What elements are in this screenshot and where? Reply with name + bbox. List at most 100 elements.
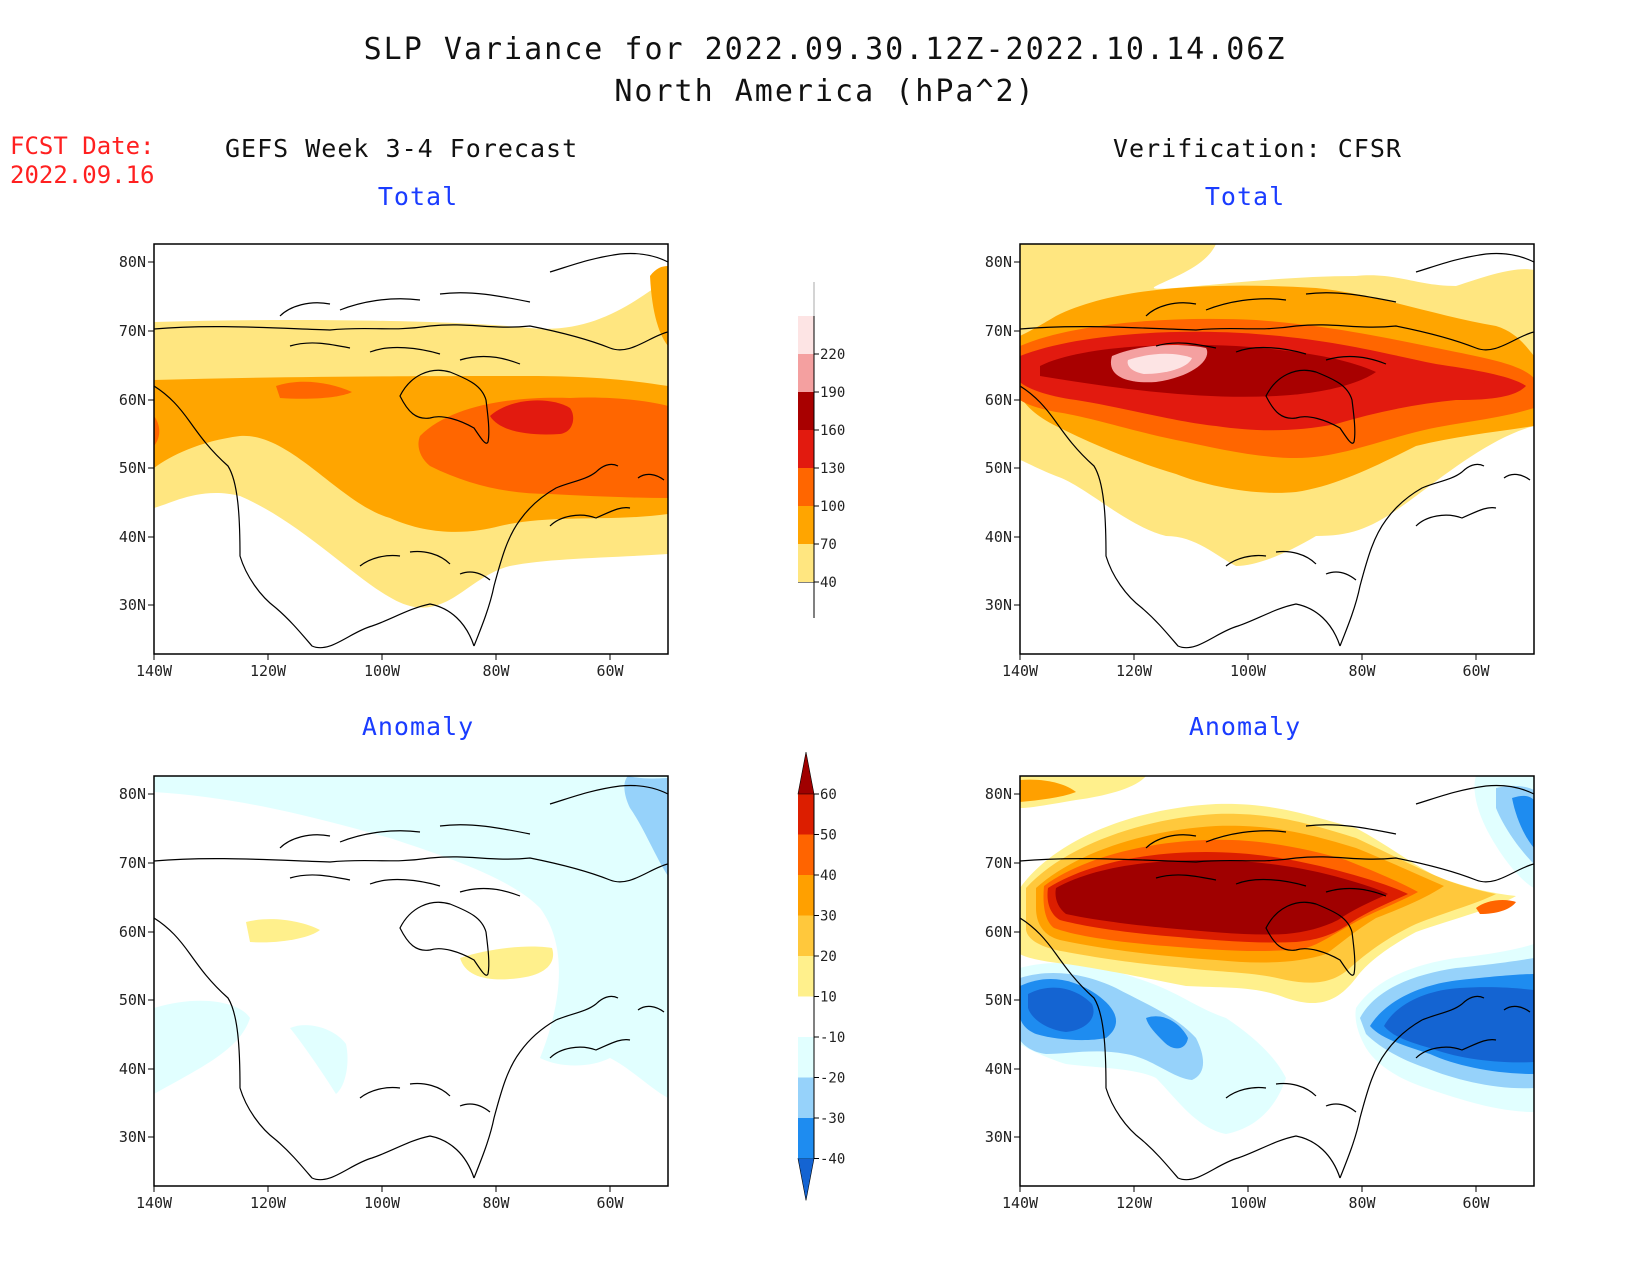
lat-tick-label: 80N [119,785,146,803]
anomaly-neg20-region [624,776,668,876]
lat-tick-label: 80N [985,253,1012,271]
lat-tick-label: 50N [985,459,1012,477]
anomaly-10-region-east [460,946,554,980]
total-100-region-coast [154,416,160,446]
lat-tick-label: 70N [985,854,1012,872]
verification-total-axes: 80N 70N 60N 50N 40N 30N 140W 120W 100W 8… [985,253,1491,680]
lat-tick-label: 50N [985,991,1012,1009]
fcst-date-label: FCST Date: [10,132,155,160]
colorbar-label: 220 [820,347,845,363]
lon-tick-label: 120W [1116,1194,1153,1212]
lat-tick-label: 40N [985,528,1012,546]
colorbar-label: 60 [820,787,837,803]
lat-tick-label: 30N [119,596,146,614]
panel-title-verif-anomaly: Anomaly [1188,712,1302,741]
lon-tick-label: 140W [1002,662,1039,680]
fcst-date-block: FCST Date: 2022.09.16 [10,132,155,190]
lat-tick-label: 30N [985,596,1012,614]
colorbar-swatch [798,834,814,875]
total-130-region [490,400,574,435]
colorbar-swatch [798,506,814,544]
anomaly-neg30-region-central [1146,1016,1188,1049]
colorbar-swatch [798,794,814,835]
lon-tick-label: 80W [1348,662,1376,680]
colorbar-swatch [798,316,814,354]
fcst-date-value: 2022.09.16 [10,161,155,189]
anomaly-neg10-region [154,776,668,1098]
coastlines-forecast-total [154,252,668,649]
lon-tick-label: 80W [482,662,510,680]
lat-tick-label: 40N [985,1060,1012,1078]
anomaly-neg10-region-central [290,1025,348,1094]
right-column-header: Verification: CFSR [1113,134,1402,163]
colorbar-label: 40 [820,575,837,591]
forecast-total-axes: 80N 70N 60N 50N 40N 30N 140W 120W 100W 8… [119,253,625,680]
lon-tick-label: 100W [1230,662,1267,680]
colorbar-swatch [798,544,814,582]
total-colorbar: 40 70 100 130 160 190 220 [798,282,845,618]
forecast-anomaly-axes: 80N 70N 60N 50N 40N 30N 140W 120W 100W 8… [119,785,625,1212]
colorbar-swatch [798,956,814,997]
colorbar-label: 50 [820,828,837,844]
lat-tick-label: 60N [985,923,1012,941]
lat-tick-label: 60N [119,391,146,409]
anomaly-neg10-region-west [154,1000,250,1094]
colorbar-label: 100 [820,499,845,515]
lat-tick-label: 40N [119,528,146,546]
colorbar-swatch [798,468,814,506]
lon-tick-label: 60W [596,662,624,680]
lat-tick-label: 40N [119,1060,146,1078]
verification-total-panel: 80N 70N 60N 50N 40N 30N 140W 120W 100W 8… [985,243,1535,680]
lat-tick-label: 80N [119,253,146,271]
lon-tick-label: 60W [596,1194,624,1212]
colorbar-swatch [798,996,814,1037]
lon-tick-label: 140W [136,1194,173,1212]
lon-tick-label: 60W [1462,662,1490,680]
lon-tick-label: 140W [1002,1194,1039,1212]
colorbar-swatch [798,430,814,468]
forecast-total-panel: 80N 70N 60N 50N 40N 30N 140W 120W 100W 8… [119,243,669,680]
lon-tick-label: 100W [364,662,401,680]
colorbar-end-high [797,752,815,795]
anomaly-neg30-region-ne [1512,795,1534,848]
lat-tick-label: 60N [985,391,1012,409]
colorbar-label: -30 [820,1111,845,1127]
lat-tick-label: 50N [119,991,146,1009]
colorbar-label: 40 [820,868,837,884]
colorbar-label: 70 [820,537,837,553]
anomaly-colorbar: -40 -30 -20 -10 10 20 30 40 50 60 [797,752,845,1201]
colorbar-swatch [798,1077,814,1118]
panel-title-forecast-total: Total [377,182,459,211]
anomaly-40-region-east [1476,900,1516,914]
colorbar-swatch [798,354,814,392]
left-column-header: GEFS Week 3-4 Forecast [225,134,579,163]
lat-tick-label: 70N [119,322,146,340]
colorbar-label: 20 [820,949,837,965]
lat-tick-label: 60N [119,923,146,941]
lon-tick-label: 80W [482,1194,510,1212]
coastlines-forecast-anomaly [154,784,668,1181]
main-subtitle: North America (hPa^2) [614,74,1036,109]
total-130-region-east [1476,376,1485,384]
lon-tick-label: 80W [1348,1194,1376,1212]
anomaly-30-region-nw [1020,779,1076,802]
colorbar-label: -40 [820,1152,845,1168]
lon-tick-label: 140W [136,662,173,680]
coastlines-verification-total [1020,252,1534,649]
colorbar-swatch [798,875,814,916]
lat-tick-label: 70N [985,322,1012,340]
colorbar-label: -10 [820,1030,845,1046]
anomaly-neg40-region-east [1384,987,1534,1063]
lat-tick-label: 30N [119,1128,146,1146]
panel-title-verif-total: Total [1204,182,1286,211]
total-100-region [418,397,668,498]
colorbar-swatch [798,915,814,956]
colorbar-end-low [797,1158,815,1201]
lon-tick-label: 120W [1116,662,1153,680]
colorbar-label: 10 [820,990,837,1006]
colorbar-swatch [798,1037,814,1078]
lat-tick-label: 30N [985,1128,1012,1146]
lon-tick-label: 120W [250,1194,287,1212]
lon-tick-label: 100W [364,1194,401,1212]
coastlines-verification-anomaly [1020,784,1534,1181]
